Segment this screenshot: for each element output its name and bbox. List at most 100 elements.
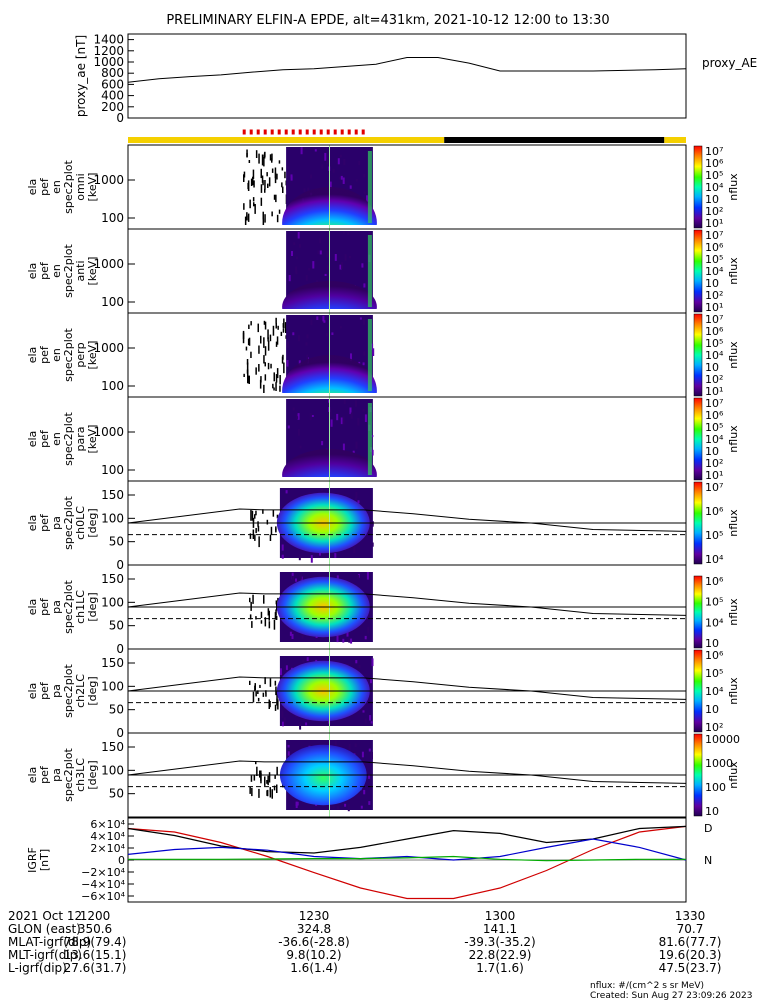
flux-stripe bbox=[355, 660, 357, 663]
sparse-flux-pixel bbox=[282, 167, 284, 170]
sparse-flux-pixel bbox=[256, 150, 258, 158]
sparse-flux-pixel bbox=[263, 355, 265, 363]
sparse-flux-pixel bbox=[264, 180, 266, 190]
flux-stripe bbox=[369, 715, 371, 720]
flux-stripe bbox=[316, 316, 318, 320]
sparse-flux-pixel bbox=[247, 183, 249, 189]
footer-value: 1.6(1.4) bbox=[290, 961, 338, 975]
footer-value: 1230 bbox=[299, 909, 330, 923]
sparse-flux-pixel bbox=[265, 693, 267, 697]
ytick-label: 0 bbox=[116, 558, 124, 572]
flux-stripe bbox=[371, 721, 373, 723]
sparse-flux-pixel bbox=[243, 203, 245, 210]
flux-stripe bbox=[355, 400, 357, 407]
colorbar-label: nflux bbox=[727, 677, 740, 705]
flux-stripe bbox=[304, 188, 306, 192]
ephemeris-footer: 2021 Oct 121200 1230 1300 1330GLON (east)35… bbox=[8, 909, 752, 1000]
ae-panel: 1400120010008006004002000proxy_ae [nT] pr… bbox=[74, 33, 757, 125]
flux-stripe bbox=[287, 166, 289, 169]
ytick-label: 50 bbox=[109, 619, 124, 633]
flux-stripe bbox=[342, 639, 344, 643]
sparse-flux-pixel bbox=[277, 326, 279, 330]
colorbar-tick-label: 10⁷ bbox=[705, 481, 723, 494]
flux-stripe bbox=[372, 348, 374, 356]
footer-value: 13.6(15.1) bbox=[64, 948, 127, 962]
sparse-flux-pixel bbox=[275, 318, 277, 324]
sparse-flux-pixel bbox=[259, 685, 261, 688]
pitch-angle-panels: 150100500ela pef pa spec2plot ch0LC [deg]10⁷1… bbox=[26, 481, 740, 818]
flux-stripe bbox=[351, 413, 353, 419]
flux-stripe bbox=[306, 275, 308, 281]
flux-stripe bbox=[287, 360, 289, 367]
colorbar-tick-label: 10⁵ bbox=[705, 529, 723, 542]
sparse-flux-pixel bbox=[277, 215, 279, 222]
sparse-flux-pixel bbox=[273, 326, 275, 336]
flux-stripe bbox=[333, 806, 335, 808]
flux-stripe bbox=[307, 657, 309, 661]
colorbar bbox=[694, 482, 702, 564]
sparse-flux-pixel bbox=[253, 202, 255, 206]
flux-stripe bbox=[356, 179, 358, 182]
footer-value: 141.1 bbox=[483, 922, 517, 936]
flux-stripe bbox=[327, 251, 329, 258]
sparse-flux-pixel bbox=[268, 341, 270, 351]
igrf-series bbox=[128, 826, 686, 853]
sparse-flux-pixel bbox=[258, 154, 260, 164]
sparse-flux-pixel bbox=[258, 698, 260, 702]
flux-stripe bbox=[372, 543, 374, 547]
flux-stripe bbox=[365, 636, 367, 639]
sparse-flux-pixel bbox=[253, 692, 255, 703]
sparse-flux-pixel bbox=[250, 321, 252, 325]
flux-stripe bbox=[363, 351, 365, 355]
flux-stripe bbox=[363, 710, 365, 712]
flux-stripe bbox=[367, 572, 369, 580]
flux-stripe bbox=[300, 574, 302, 579]
sparse-flux-pixel bbox=[257, 521, 259, 526]
footer-value: 27.6(31.7) bbox=[64, 961, 127, 975]
sparse-flux-pixel bbox=[284, 172, 286, 179]
sparse-flux-pixel bbox=[272, 384, 274, 389]
sparse-flux-pixel bbox=[258, 789, 260, 798]
flux-stripe bbox=[359, 665, 361, 668]
sparse-flux-pixel bbox=[274, 195, 276, 200]
flux-stripe bbox=[335, 254, 337, 261]
sparse-flux-pixel bbox=[251, 621, 253, 628]
sparse-flux-pixel bbox=[258, 346, 260, 354]
flux-stripe bbox=[292, 634, 294, 639]
flux-stripe bbox=[349, 256, 351, 258]
sparse-flux-pixel bbox=[270, 535, 272, 541]
sparse-flux-pixel bbox=[267, 329, 269, 339]
flux-stripe bbox=[363, 790, 365, 794]
footer-value: 324.8 bbox=[297, 922, 331, 936]
panel-ylabel: [deg] bbox=[86, 676, 99, 705]
colorbar-tick-label: 10⁶ bbox=[705, 575, 724, 588]
flux-stripe bbox=[295, 266, 297, 273]
sparse-flux-pixel bbox=[264, 777, 266, 786]
flux-stripe bbox=[299, 722, 301, 729]
flux-stripe bbox=[358, 161, 360, 165]
flux-stripe bbox=[364, 191, 366, 194]
sparse-flux-pixel bbox=[276, 174, 278, 180]
sparse-flux-pixel bbox=[255, 367, 257, 374]
footer-value: -39.3(-35.2) bbox=[464, 935, 535, 949]
sparse-flux-pixel bbox=[249, 200, 251, 209]
flux-stripe bbox=[369, 749, 371, 752]
flux-stripe bbox=[363, 362, 365, 365]
sparse-flux-pixel bbox=[247, 373, 249, 383]
flux-stripe bbox=[363, 319, 365, 325]
sparse-flux-pixel bbox=[261, 169, 263, 178]
sparse-flux-pixel bbox=[253, 197, 255, 201]
flux-stripe bbox=[315, 149, 317, 151]
panel-ylabel: [keV] bbox=[86, 425, 99, 454]
sparse-flux-pixel bbox=[254, 514, 256, 519]
panel-background bbox=[128, 145, 686, 229]
colorbar-tick-label: 10⁶ bbox=[705, 649, 724, 662]
flux-stripe bbox=[320, 251, 322, 255]
flux-stripe bbox=[321, 489, 323, 491]
colorbar bbox=[694, 734, 702, 816]
flux-stripe bbox=[282, 545, 284, 551]
colorbar-tick-label: 10⁴ bbox=[705, 616, 724, 629]
sparse-flux-pixel bbox=[249, 681, 251, 685]
sparse-flux-pixel bbox=[270, 364, 272, 369]
sparse-flux-pixel bbox=[274, 775, 276, 779]
